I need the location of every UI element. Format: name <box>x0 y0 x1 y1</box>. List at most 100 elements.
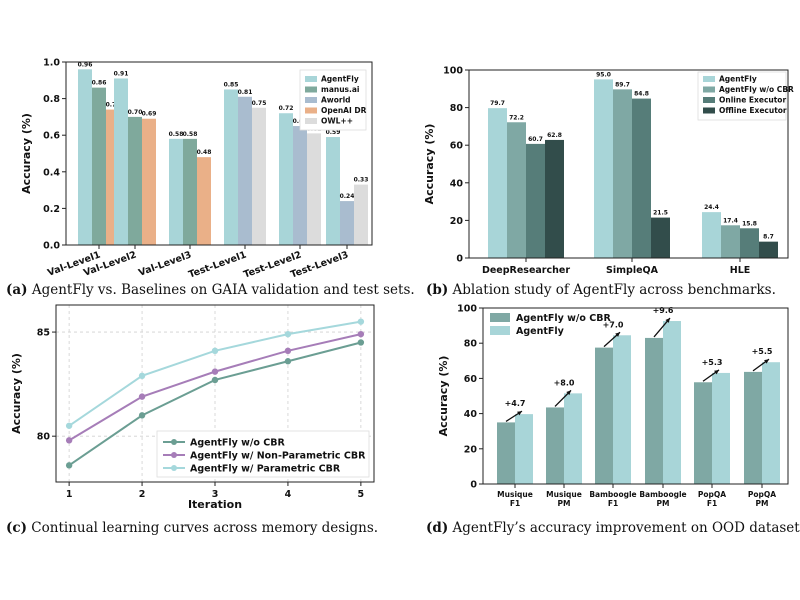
series-point <box>211 376 219 384</box>
bar-b <box>594 79 613 259</box>
data-label-a: 0.86 <box>92 80 107 87</box>
caption-d-tag: (d) <box>426 520 449 536</box>
chart-a: 0.0 0.2 0.4 0.6 0.8 1.0 Accuracy (%) 0.96 0.86 0.… <box>20 58 373 281</box>
plot-frame-b <box>468 69 789 259</box>
bar-d-agentfly <box>613 335 631 484</box>
x-tick-label: 5 <box>358 489 365 500</box>
series-point <box>138 393 146 400</box>
y-tick-label: 40 <box>450 178 464 189</box>
data-label-b: 95.0 <box>596 71 611 78</box>
legend-swatch <box>305 86 317 93</box>
bar-a <box>128 116 142 246</box>
panel-b: 0 20 40 60 80 100 Accuracy (%) 79.7 72.2 60.7 62.8… <box>400 0 800 300</box>
bar-a <box>279 113 293 246</box>
caption-c-tag: (c) <box>6 520 27 536</box>
legend-label: AgentFly <box>321 75 359 84</box>
x-tick-label: Test-Level1 <box>187 249 248 280</box>
data-label-b: 79.7 <box>490 100 505 107</box>
bar-b <box>488 108 507 258</box>
bar-a <box>197 157 211 245</box>
bar-d-without-cbr <box>497 422 515 484</box>
improvement-arrow-head <box>665 318 670 323</box>
x-tick-label: 1 <box>66 489 73 500</box>
x-tick-label: F1 <box>707 499 717 508</box>
caption-a: (a) AgentFly vs. Baselines on GAIA valid… <box>6 282 415 298</box>
legend-swatch <box>305 118 317 124</box>
bar-a <box>183 138 197 245</box>
improvement-arrow-head <box>764 359 769 364</box>
series-point <box>65 422 73 429</box>
bar-a <box>354 184 368 245</box>
x-tick-label: Musique <box>497 490 533 499</box>
caption-d-text: AgentFly’s accuracy improvement on OOD d… <box>452 520 800 536</box>
legend-label: Online Executor <box>719 96 786 105</box>
bar-d-without-cbr <box>645 337 663 484</box>
legend-swatch <box>703 97 715 103</box>
data-label-a: 0.33 <box>354 177 369 184</box>
y-tick-label: 0.2 <box>43 204 60 215</box>
bar-a <box>78 69 92 245</box>
y-tick-label: 1.0 <box>43 58 60 69</box>
bar-b <box>545 139 564 258</box>
improvement-arrow-head <box>714 369 719 375</box>
data-label-a: 0.48 <box>197 149 212 156</box>
x-tick-label: F1 <box>608 499 618 508</box>
x-tick-label: Val-Level3 <box>137 249 193 278</box>
data-label-b: 62.8 <box>547 132 562 139</box>
x-tick-label: SimpleQA <box>606 265 659 276</box>
data-label-b: 17.4 <box>723 217 738 224</box>
bar-a <box>142 118 156 245</box>
x-tick-label: PM <box>558 499 571 508</box>
x-tick-label: Musique <box>546 490 582 499</box>
plot-frame-d <box>482 307 789 485</box>
improvement-label: +7.0 <box>603 320 624 329</box>
bar-b <box>759 241 778 258</box>
improvement-arrow-head <box>566 390 571 396</box>
bar-d-without-cbr <box>595 347 613 484</box>
caption-c: (c) Continual learning curves across mem… <box>6 520 378 536</box>
bar-a <box>92 87 106 246</box>
caption-a-tag: (a) <box>6 282 28 298</box>
bar-d-without-cbr <box>744 371 762 484</box>
data-label-a: 0.72 <box>279 105 294 112</box>
legend-label: OWL++ <box>321 117 353 126</box>
bar-b <box>721 225 740 258</box>
caption-c-text: Continual learning curves across memory … <box>31 520 379 536</box>
data-label-a: 0.24 <box>340 193 355 200</box>
x-tick-label: HLE <box>730 265 751 276</box>
legend-label: AgentFly w/o CBR <box>190 438 285 449</box>
caption-a-text: AgentFly vs. Baselines on GAIA validatio… <box>31 282 415 298</box>
improvement-label: +9.6 <box>653 306 674 315</box>
x-tick-label: DeepResearcher <box>482 265 570 276</box>
legend-swatch <box>490 313 510 322</box>
legend-marker <box>171 465 177 471</box>
series-point <box>211 347 219 355</box>
bar-d-agentfly <box>564 393 582 484</box>
panel-a: 0.0 0.2 0.4 0.6 0.8 1.0 Accuracy (%) 0.96 0.86 0.… <box>0 0 415 300</box>
series-point <box>138 412 146 419</box>
data-label-a: 0.85 <box>224 81 239 88</box>
y-tick-label: 0.0 <box>43 241 60 252</box>
legend-label: Aworld <box>321 96 351 105</box>
series-point <box>284 330 292 338</box>
y-tick-label: 85 <box>37 328 50 339</box>
bar-a <box>307 133 321 245</box>
legend-swatch <box>305 97 317 103</box>
data-label-a: 0.75 <box>252 100 267 107</box>
legend-label: manus.ai <box>321 85 360 94</box>
bar-b <box>507 122 526 258</box>
series-point <box>357 339 365 346</box>
bar-d-agentfly <box>762 362 780 484</box>
series-point <box>65 462 73 469</box>
x-tick-label: 3 <box>212 489 219 500</box>
bar-b <box>740 228 759 258</box>
y-tick-label: 80 <box>464 339 478 350</box>
plot-frame-a <box>65 61 373 246</box>
legend-d: AgentFly w/o CBR AgentFly <box>490 313 611 337</box>
series-point <box>284 347 292 355</box>
improvement-arrow-head <box>615 332 620 337</box>
y-tick-label: 80 <box>450 103 464 114</box>
x-tick-label: Bamboogle <box>589 490 636 499</box>
data-label-b: 89.7 <box>615 81 630 88</box>
